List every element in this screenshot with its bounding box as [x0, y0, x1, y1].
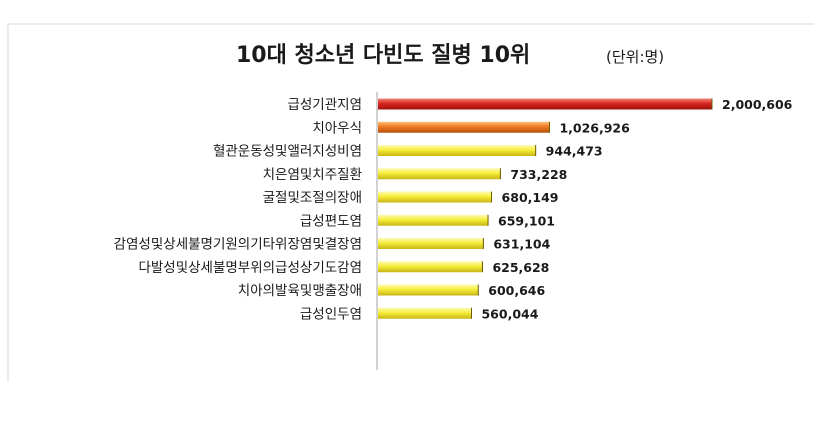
value-label: 659,101 — [498, 213, 555, 228]
bar — [378, 98, 712, 110]
bar — [378, 168, 501, 180]
value-label: 1,026,926 — [559, 120, 630, 135]
value-labels: 2,000,606 1,026,926 944,473 733,228 680,149 6… — [481, 97, 792, 321]
value-label: 625,628 — [492, 260, 549, 275]
value-label: 944,473 — [546, 144, 603, 159]
category-label: 급성인두염 — [300, 306, 362, 322]
bar — [378, 307, 472, 319]
chart-frame — [7, 23, 814, 382]
chart-title: 10대 청소년 다빈도 질병 10위 — [236, 43, 530, 68]
bar — [378, 145, 536, 156]
category-label: 굴절및조절의장애 — [263, 190, 362, 206]
category-label: 급성기관지염 — [287, 97, 362, 113]
category-label: 치은염및치주질환 — [263, 167, 362, 183]
category-label: 치아우식 — [312, 120, 362, 136]
bar — [378, 191, 492, 203]
bars — [378, 98, 713, 319]
bar — [378, 121, 550, 133]
value-label: 600,646 — [488, 283, 545, 298]
value-label: 733,228 — [510, 167, 567, 182]
category-label: 급성편도염 — [300, 213, 362, 229]
category-labels: 급성기관지염치아우식혈관운동성및앨러지성비염치은염및치주질환굴절및조절의장애급성… — [114, 97, 362, 322]
value-label: 2,000,606 — [722, 97, 793, 112]
category-label: 다발성및상세불명부위의급성상기도감염 — [138, 260, 362, 276]
value-label: 560,044 — [481, 306, 538, 321]
category-label: 혈관운동성및앨러지성비염 — [213, 144, 362, 160]
bar — [378, 261, 483, 273]
bar — [378, 214, 489, 226]
bar — [378, 238, 484, 249]
value-label: 631,104 — [493, 237, 550, 252]
value-label: 680,149 — [502, 190, 559, 205]
category-label: 감염성및상세불명기원의기타위장염및결장염 — [114, 237, 362, 253]
bar — [378, 284, 479, 296]
category-label: 치아의발육및맹출장애 — [238, 283, 362, 299]
unit-note: (단위:명) — [606, 48, 664, 66]
